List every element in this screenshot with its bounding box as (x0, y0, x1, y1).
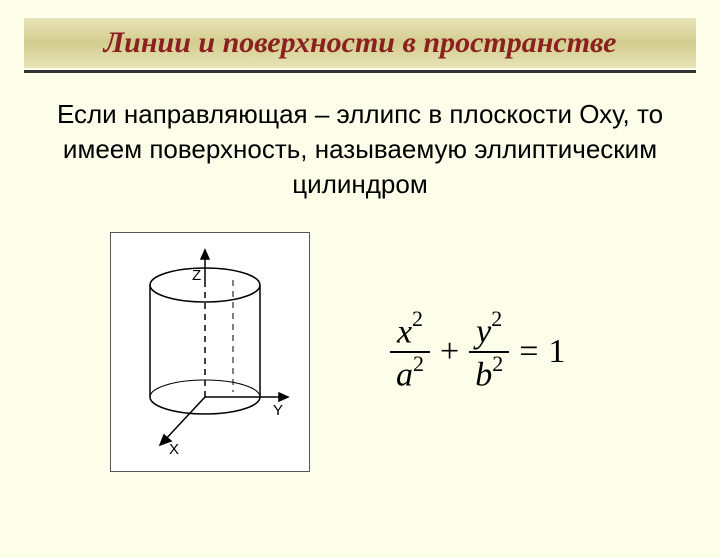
exp-b: 2 (492, 351, 503, 376)
exp-a: 2 (413, 351, 424, 376)
axis-label-x: X (169, 441, 179, 457)
content-area: Если направляющая – эллипс в плоскости О… (0, 73, 720, 472)
var-x: x (397, 313, 412, 350)
axis-label-z: Z (192, 267, 201, 284)
exp-y: 2 (491, 306, 502, 331)
title-bar: Линии и поверхности в пространстве (24, 18, 696, 68)
cylinder-diagram-box: Z Y X (110, 232, 310, 472)
var-a: a (396, 357, 413, 394)
fraction1-numerator: x2 (391, 310, 429, 351)
formula: x2 a2 + y2 b2 = 1 (390, 310, 565, 395)
rhs-value: 1 (548, 333, 565, 371)
visual-row: Z Y X x2 a2 + y2 b (40, 232, 680, 472)
exp-x: 2 (412, 306, 423, 331)
fraction2-denominator: b2 (469, 353, 509, 394)
page-title: Линии и поверхности в пространстве (24, 26, 696, 60)
description-text: Если направляющая – эллипс в плоскости О… (40, 97, 680, 202)
fraction2-numerator: y2 (470, 310, 508, 351)
cylinder-diagram-svg: Z Y X (125, 247, 295, 457)
formula-fraction-2: y2 b2 (469, 310, 509, 395)
var-y: y (476, 313, 491, 350)
plus-operator: + (440, 333, 459, 371)
var-b: b (475, 357, 492, 394)
formula-fraction-1: x2 a2 (390, 310, 430, 395)
fraction1-denominator: a2 (390, 353, 430, 394)
axis-label-y: Y (273, 402, 283, 419)
equals-operator: = (519, 333, 538, 371)
